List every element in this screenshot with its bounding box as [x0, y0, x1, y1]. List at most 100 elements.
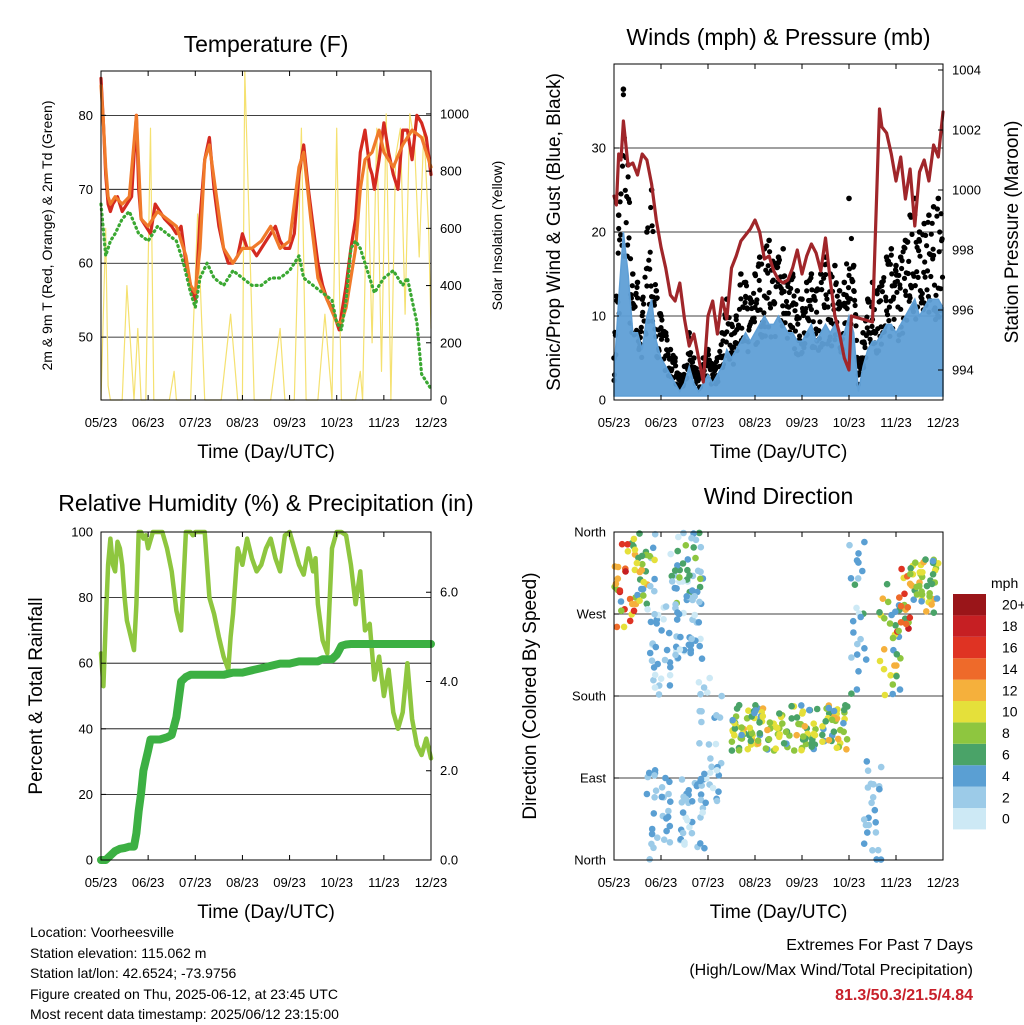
winds-y2tick-label: 996 — [952, 303, 974, 318]
direction-point — [718, 692, 725, 700]
winds-gust-point — [786, 289, 792, 296]
legend-title: mph — [991, 575, 1018, 591]
direction-point — [663, 827, 670, 835]
direction-point — [636, 530, 643, 537]
legend-label: 12 — [1002, 682, 1018, 698]
winds-gust-point — [665, 351, 671, 357]
winds-gust-peak — [728, 321, 735, 328]
winds-gust-point — [772, 300, 778, 306]
direction-point — [697, 690, 704, 698]
winds-gust-point — [764, 295, 770, 301]
wind_direction-xlabel: Time (Day/UTC) — [710, 902, 848, 923]
winds-gust-peak — [808, 271, 815, 277]
direction-point — [746, 724, 754, 732]
direction-point — [661, 656, 669, 664]
winds-gust-point — [819, 287, 825, 293]
direction-point — [916, 569, 924, 576]
winds-gust-point — [887, 261, 894, 267]
winds-gust-point — [922, 259, 928, 265]
winds-gust-peak — [799, 296, 805, 303]
winds-gust-point — [824, 296, 830, 302]
winds-gust-point — [765, 263, 771, 269]
direction-point — [648, 830, 656, 838]
direction-point — [648, 657, 656, 664]
direction-point — [716, 714, 724, 721]
direction-point — [813, 705, 821, 713]
direction-point — [869, 794, 877, 801]
winds-gust-point — [810, 319, 816, 325]
direction-point — [799, 733, 807, 740]
winds-gust-point — [911, 273, 917, 279]
winds-gust-point — [928, 231, 934, 237]
direction-point — [643, 600, 651, 608]
temperature-xtick-label: 07/23 — [179, 415, 212, 430]
direction-point — [688, 534, 695, 542]
winds-gust-point — [626, 235, 632, 241]
wind_direction-xtick-label: 06/23 — [645, 875, 678, 890]
winds-gust-point — [924, 268, 931, 274]
direction-point — [898, 565, 905, 573]
winds-gust-point — [669, 366, 675, 372]
winds-gust-peak — [615, 212, 622, 218]
direction-point — [677, 633, 684, 641]
direction-point — [853, 604, 860, 612]
direction-point — [658, 784, 666, 791]
direction-point — [691, 611, 698, 619]
direction-point — [673, 585, 680, 592]
direction-point — [638, 585, 645, 593]
winds-gust-point — [804, 288, 810, 294]
winds-gust-point — [886, 304, 893, 310]
winds-gust-point — [781, 288, 787, 295]
direction-point — [825, 704, 833, 712]
direction-point — [648, 825, 656, 833]
winds-gust-point — [847, 296, 854, 302]
winds-gust-point — [881, 275, 887, 281]
winds-gust-point — [795, 321, 801, 327]
direction-point — [912, 559, 919, 566]
temperature-ytick-label: 50 — [79, 330, 93, 345]
direction-point — [643, 790, 651, 798]
winds-ytick-label: 0 — [599, 393, 606, 408]
winds-gust-point — [644, 283, 650, 289]
winds-gust-point — [933, 292, 939, 298]
winds-panel — [611, 63, 946, 401]
direction-point — [697, 575, 704, 583]
winds-gust-peak — [752, 271, 758, 277]
direction-point — [735, 747, 743, 754]
direction-point — [697, 635, 704, 643]
direction-point — [864, 829, 871, 836]
winds-gust-peak — [691, 355, 697, 361]
legend-swatch — [953, 615, 986, 637]
direction-point — [776, 731, 783, 738]
direction-point — [868, 799, 875, 807]
temperature-series-9m-t — [99, 84, 433, 324]
winds-gust-point — [688, 350, 694, 356]
winds-gust-peak — [874, 288, 880, 294]
direction-point — [897, 619, 905, 626]
direction-point — [830, 707, 838, 715]
direction-point — [708, 763, 715, 771]
temperature-xtick-label: 10/23 — [320, 415, 353, 430]
direction-point — [756, 730, 764, 737]
wind_direction-xtick-label: 05/23 — [598, 875, 631, 890]
winds-gust-point — [632, 304, 638, 310]
direction-point — [706, 674, 713, 682]
wind_direction-xtick-label: 09/23 — [786, 875, 819, 890]
winds-ytick-label: 10 — [592, 309, 606, 324]
direction-point — [684, 817, 691, 824]
legend-swatch — [953, 722, 986, 744]
direction-point — [798, 702, 805, 709]
direction-point — [695, 619, 703, 626]
winds-gust-point — [897, 285, 903, 291]
direction-point — [640, 578, 647, 586]
winds-xtick-label: 05/23 — [598, 415, 631, 430]
direction-point — [745, 707, 752, 714]
direction-point — [788, 702, 795, 710]
direction-point — [618, 607, 625, 614]
direction-point — [633, 559, 641, 567]
winds-gust-peak — [677, 372, 683, 378]
winds-gust-point — [896, 272, 902, 278]
direction-point — [686, 823, 693, 831]
direction-point — [764, 726, 771, 734]
winds-wind-series — [613, 231, 944, 397]
